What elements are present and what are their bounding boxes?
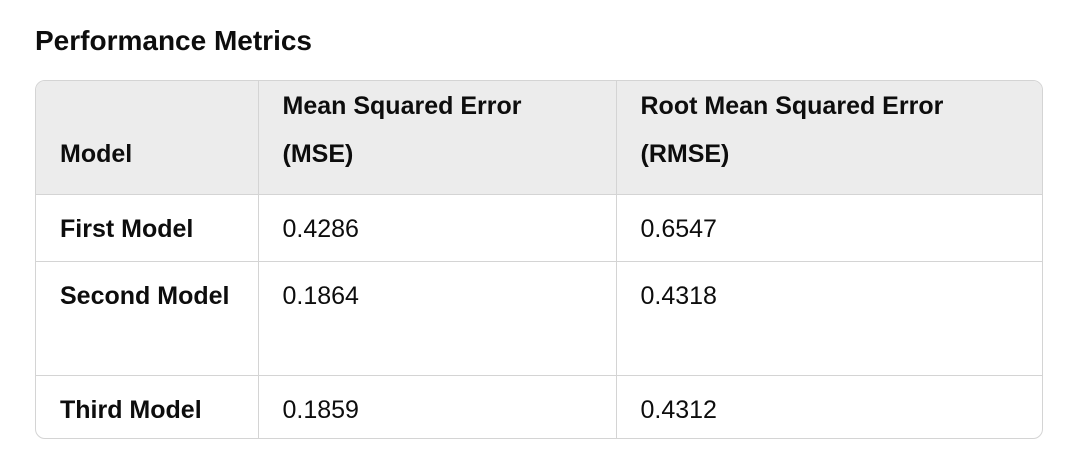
table-row: First Model 0.4286 0.6547 xyxy=(36,194,1042,262)
cell-mse: 0.4286 xyxy=(258,194,617,262)
metrics-table-container: Model Mean Squared Error (MSE) Root Mean… xyxy=(35,80,1043,439)
cell-model-name: First Model xyxy=(36,194,259,262)
cell-rmse: 0.4312 xyxy=(640,395,717,424)
cell-mse: 0.1859 xyxy=(258,375,617,438)
cell-rmse: 0.6547 xyxy=(616,194,1042,262)
table-row: Second Model 0.1864 0.4318 xyxy=(36,261,1042,376)
table-header-row: Model Mean Squared Error (MSE) Root Mean… xyxy=(36,81,1042,195)
cell-mse: 0.1864 xyxy=(258,261,617,376)
header-rmse: Root Mean Squared Error (RMSE) xyxy=(616,81,1042,195)
cell-rmse: 0.4318 xyxy=(616,261,1042,376)
header-model: Model xyxy=(36,81,259,195)
header-mse: Mean Squared Error (MSE) xyxy=(258,81,617,195)
table-row: Third Model 0.1859 0.4312 xyxy=(36,375,1042,438)
cell-model-name: Third Model xyxy=(36,375,259,438)
section-heading: Performance Metrics xyxy=(35,25,313,56)
cell-model-name: Second Model xyxy=(36,261,259,376)
metrics-table: Model Mean Squared Error (MSE) Root Mean… xyxy=(36,81,1042,438)
